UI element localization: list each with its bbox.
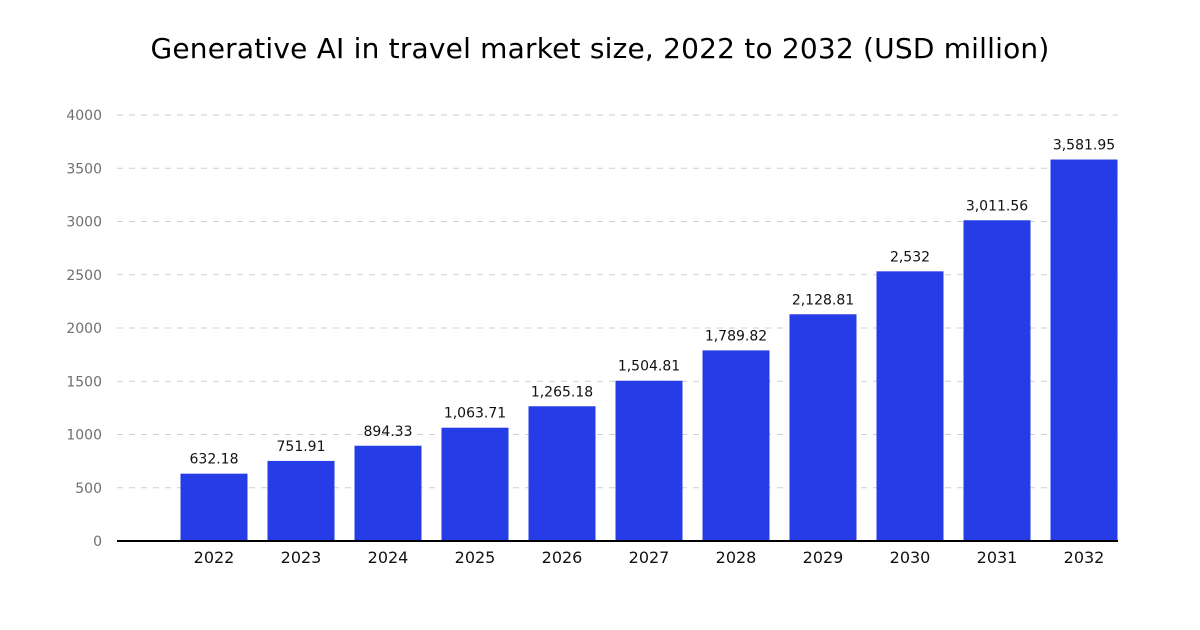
bar (180, 473, 248, 541)
x-tick-label: 2025 (455, 548, 496, 567)
bar-value-label: 1,789.82 (705, 328, 767, 344)
y-tick-label: 1500 (66, 374, 102, 390)
y-tick-label: 3000 (66, 215, 102, 231)
bar-value-label: 3,011.56 (966, 198, 1028, 214)
bar-value-label: 2,532 (890, 249, 930, 265)
x-tick-label: 2022 (194, 548, 235, 567)
x-tick-label: 2028 (716, 548, 757, 567)
x-tick-label: 2029 (803, 548, 844, 567)
bar-value-label: 1,504.81 (618, 359, 680, 375)
y-tick-label: 3500 (66, 161, 102, 177)
bar-value-label: 3,581.95 (1053, 138, 1115, 154)
bar (354, 445, 422, 541)
y-tick-label: 4000 (66, 108, 102, 124)
data-labels: 632.18 751.91 894.33 1,063.71 1,265.18 1,504.… (190, 138, 1116, 468)
x-tick-label: 2024 (368, 548, 409, 567)
bar (789, 314, 857, 541)
y-tick-label: 0 (93, 534, 102, 550)
x-tick-label: 2026 (542, 548, 583, 567)
bar-value-label: 632.18 (190, 452, 239, 468)
bar-value-label: 751.91 (277, 439, 326, 455)
y-tick-label: 1000 (66, 428, 102, 444)
bars (180, 159, 1118, 541)
chart-title: Generative AI in travel market size, 202… (150, 32, 1049, 65)
bar (267, 460, 335, 541)
bar (702, 350, 770, 541)
bar (1050, 159, 1118, 541)
y-axis-ticks: 0 500 1000 1500 2000 2500 3000 3500 4000 (66, 108, 102, 550)
x-tick-label: 2030 (890, 548, 931, 567)
bar-value-label: 1,063.71 (444, 406, 506, 422)
y-tick-label: 2500 (66, 268, 102, 284)
bar-value-label: 2,128.81 (792, 292, 854, 308)
x-axis-ticks: 2022 2023 2024 2025 2026 2027 2028 2029 2030 2031… (194, 548, 1105, 567)
bar (615, 380, 683, 541)
y-tick-label: 500 (75, 481, 102, 497)
x-tick-label: 2031 (977, 548, 1018, 567)
bar-value-label: 894.33 (364, 424, 413, 440)
bar (876, 271, 944, 541)
bar (441, 427, 509, 541)
bar (528, 406, 596, 541)
y-tick-label: 2000 (66, 321, 102, 337)
x-tick-label: 2023 (281, 548, 322, 567)
bar (963, 220, 1031, 541)
bar-value-label: 1,265.18 (531, 384, 593, 400)
x-tick-label: 2027 (629, 548, 670, 567)
x-tick-label: 2032 (1064, 548, 1105, 567)
